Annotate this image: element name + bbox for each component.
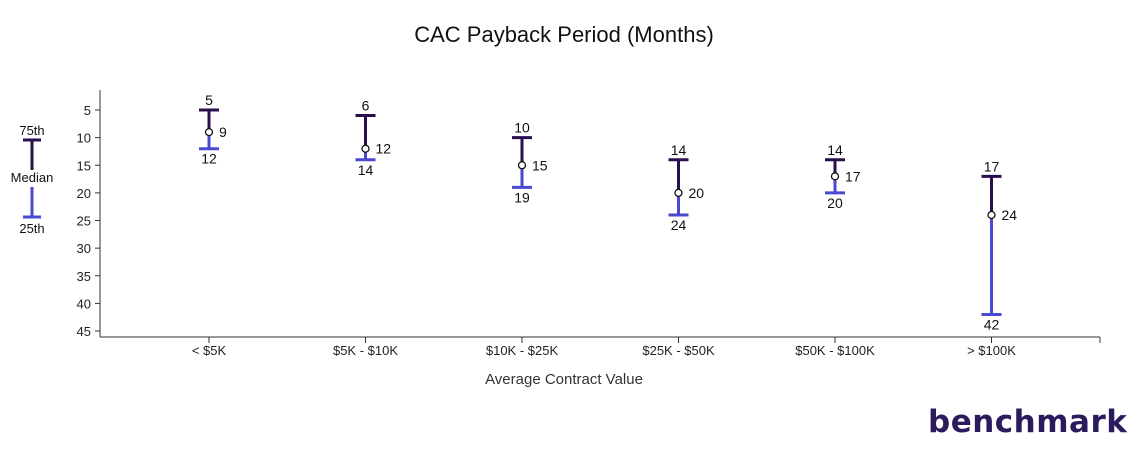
median-value-label: 17 <box>845 168 861 184</box>
legend-25th-label: 25th <box>19 221 44 236</box>
x-tick-label: > $100K <box>967 343 1016 358</box>
range-group: 17 24 42 <box>981 158 1018 332</box>
median-value-label: 15 <box>532 157 548 173</box>
p25-value-label: 14 <box>358 162 374 178</box>
y-tick-label: 10 <box>77 131 91 146</box>
x-tick-label: $50K - $100K <box>795 343 875 358</box>
y-tick-label: 30 <box>77 241 91 256</box>
p25-value-label: 24 <box>671 217 687 233</box>
median-point <box>987 210 996 220</box>
y-tick-label: 5 <box>84 103 91 118</box>
y-tick-label: 20 <box>77 186 91 201</box>
x-tick-label: $25K - $50K <box>642 343 715 358</box>
y-tick-label: 40 <box>77 296 91 311</box>
x-tick-label: $5K - $10K <box>333 343 398 358</box>
p25-value-label: 12 <box>201 151 217 167</box>
median-value-label: 20 <box>689 185 705 201</box>
p75-value-label: 14 <box>671 142 687 158</box>
median-point <box>361 144 370 153</box>
median-value-label: 24 <box>1002 207 1018 223</box>
median-point <box>204 127 214 137</box>
p75-value-label: 6 <box>362 98 370 114</box>
x-axis-label: Average Contract Value <box>485 371 643 388</box>
legend-75th-label: 75th <box>19 123 44 138</box>
median-point <box>517 161 527 170</box>
legend: 75th Median 25th <box>11 123 54 236</box>
legend-median-label: Median <box>11 170 54 185</box>
y-axis: 5 10 15 20 25 30 35 40 45 <box>77 90 101 339</box>
p25-value-label: 19 <box>514 189 530 205</box>
chart-title: CAC Payback Period (Months) <box>414 22 714 47</box>
p75-value-label: 10 <box>514 120 530 136</box>
x-axis: < $5K $5K - $10K $10K - $25K $25K - $50K $50… <box>100 336 1101 358</box>
p25-value-label: 20 <box>827 195 843 211</box>
logo-main: benchmark <box>928 404 1128 440</box>
median-value-label: 9 <box>219 124 227 140</box>
x-tick-label: < $5K <box>192 343 227 358</box>
p75-value-label: 5 <box>205 92 213 108</box>
y-tick-label: 25 <box>77 214 91 229</box>
median-point <box>674 188 683 198</box>
x-tick-label: $10K - $25K <box>486 343 559 358</box>
benchmarkit-logo: benchmarkit <box>928 404 1128 440</box>
median-value-label: 12 <box>376 141 392 157</box>
p25-value-label: 42 <box>984 316 1000 332</box>
median-point <box>830 172 840 181</box>
y-tick-label: 35 <box>77 269 91 284</box>
y-tick-label: 15 <box>77 158 91 173</box>
y-tick-label: 45 <box>77 324 91 339</box>
p75-value-label: 17 <box>984 158 1000 174</box>
p75-value-label: 14 <box>827 142 843 158</box>
